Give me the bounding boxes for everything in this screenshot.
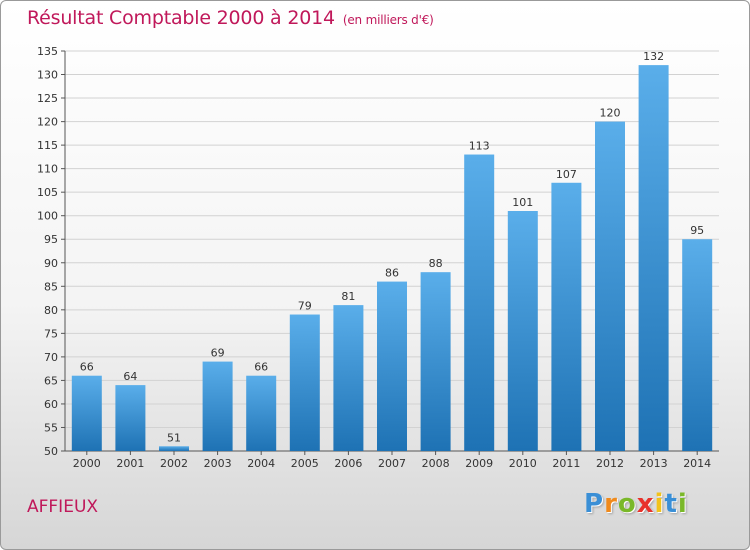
commune-name: AFFIEUX bbox=[27, 497, 99, 517]
chart-subtitle: (en milliers d'€) bbox=[342, 13, 434, 27]
value-label-2006: 81 bbox=[341, 290, 355, 303]
value-label-2005: 79 bbox=[298, 300, 312, 313]
x-tick-label-2000: 2000 bbox=[73, 457, 101, 470]
y-tick-label: 80 bbox=[44, 304, 58, 317]
x-tick-label-2014: 2014 bbox=[683, 457, 711, 470]
x-axis-ticks: 2000 2001 2002 2003 2004 2005 2006 2007 2008 2009… bbox=[73, 451, 711, 470]
bar-2001 bbox=[115, 385, 146, 451]
value-label-2003: 69 bbox=[211, 347, 225, 360]
y-tick-label: 85 bbox=[44, 280, 58, 293]
value-label-2002: 51 bbox=[167, 431, 181, 444]
x-tick-label-2013: 2013 bbox=[640, 457, 668, 470]
y-tick-label: 95 bbox=[44, 233, 58, 246]
value-label-2000: 66 bbox=[80, 361, 94, 374]
y-tick-label: 90 bbox=[44, 257, 58, 270]
y-tick-label: 105 bbox=[37, 186, 58, 199]
value-label-2007: 86 bbox=[385, 267, 399, 280]
y-tick-label: 120 bbox=[37, 116, 58, 129]
bar-2013 bbox=[638, 65, 669, 451]
y-tick-label: 130 bbox=[37, 69, 58, 82]
x-tick-label-2011: 2011 bbox=[552, 457, 580, 470]
logo-letter: P bbox=[584, 489, 605, 519]
y-tick-label: 100 bbox=[37, 210, 58, 223]
x-tick-label-2010: 2010 bbox=[509, 457, 537, 470]
x-tick-label-2008: 2008 bbox=[422, 457, 450, 470]
y-tick-label: 115 bbox=[37, 139, 58, 152]
chart-title-text: Résultat Comptable 2000 à 2014 bbox=[27, 7, 335, 29]
value-label-2014: 95 bbox=[690, 224, 704, 237]
x-tick-label-2007: 2007 bbox=[378, 457, 406, 470]
x-tick-label-2002: 2002 bbox=[160, 457, 188, 470]
logo-letter: i bbox=[654, 489, 665, 519]
bar-2000 bbox=[71, 375, 102, 451]
y-tick-label: 135 bbox=[37, 45, 58, 58]
value-labels: 66 64 51 69 66 79 81 86 88 113 101 107 120 132 95 bbox=[80, 50, 704, 444]
value-label-2013: 132 bbox=[643, 50, 664, 63]
x-tick-label-2009: 2009 bbox=[465, 457, 493, 470]
y-tick-label: 70 bbox=[44, 351, 58, 364]
value-label-2012: 120 bbox=[600, 107, 621, 120]
bar-2007 bbox=[377, 281, 407, 451]
bar-2003 bbox=[202, 361, 233, 451]
bar-2004 bbox=[246, 375, 277, 451]
value-label-2011: 107 bbox=[556, 168, 577, 181]
bar-2002 bbox=[159, 446, 189, 451]
value-label-2008: 88 bbox=[429, 257, 443, 270]
bar-2010 bbox=[507, 211, 538, 451]
bars bbox=[71, 65, 713, 452]
value-label-2001: 64 bbox=[123, 370, 137, 383]
value-label-2010: 101 bbox=[512, 196, 533, 209]
bar-2005 bbox=[289, 314, 320, 451]
x-tick-label-2005: 2005 bbox=[291, 457, 319, 470]
x-tick-label-2012: 2012 bbox=[596, 457, 624, 470]
y-tick-label: 55 bbox=[44, 421, 58, 434]
y-tick-label: 60 bbox=[44, 398, 58, 411]
logo-letter: o bbox=[617, 489, 637, 519]
y-tick-label: 65 bbox=[44, 374, 58, 387]
y-tick-label: 75 bbox=[44, 327, 58, 340]
logo-letter: x bbox=[636, 489, 655, 519]
logo-letter: t bbox=[664, 489, 678, 519]
value-label-2004: 66 bbox=[254, 361, 268, 374]
x-tick-label-2004: 2004 bbox=[247, 457, 275, 470]
x-tick-label-2006: 2006 bbox=[334, 457, 362, 470]
y-tick-label: 125 bbox=[37, 92, 58, 105]
value-label-2009: 113 bbox=[469, 140, 490, 153]
logo-letter: i bbox=[677, 489, 688, 519]
bar-2009 bbox=[464, 154, 495, 451]
bar-2011 bbox=[551, 182, 582, 451]
y-tick-label: 50 bbox=[44, 445, 58, 458]
proxiti-logo: Proxiti bbox=[584, 489, 688, 519]
logo-letter: r bbox=[604, 489, 618, 519]
bar-2014 bbox=[682, 239, 713, 451]
chart-title: Résultat Comptable 2000 à 2014 (en millie… bbox=[27, 7, 434, 29]
bar-2008 bbox=[420, 272, 451, 451]
x-tick-label-2003: 2003 bbox=[204, 457, 232, 470]
bar-2006 bbox=[333, 305, 364, 451]
y-tick-label: 110 bbox=[37, 163, 58, 176]
bar-2012 bbox=[595, 121, 625, 452]
x-tick-label-2001: 2001 bbox=[116, 457, 144, 470]
